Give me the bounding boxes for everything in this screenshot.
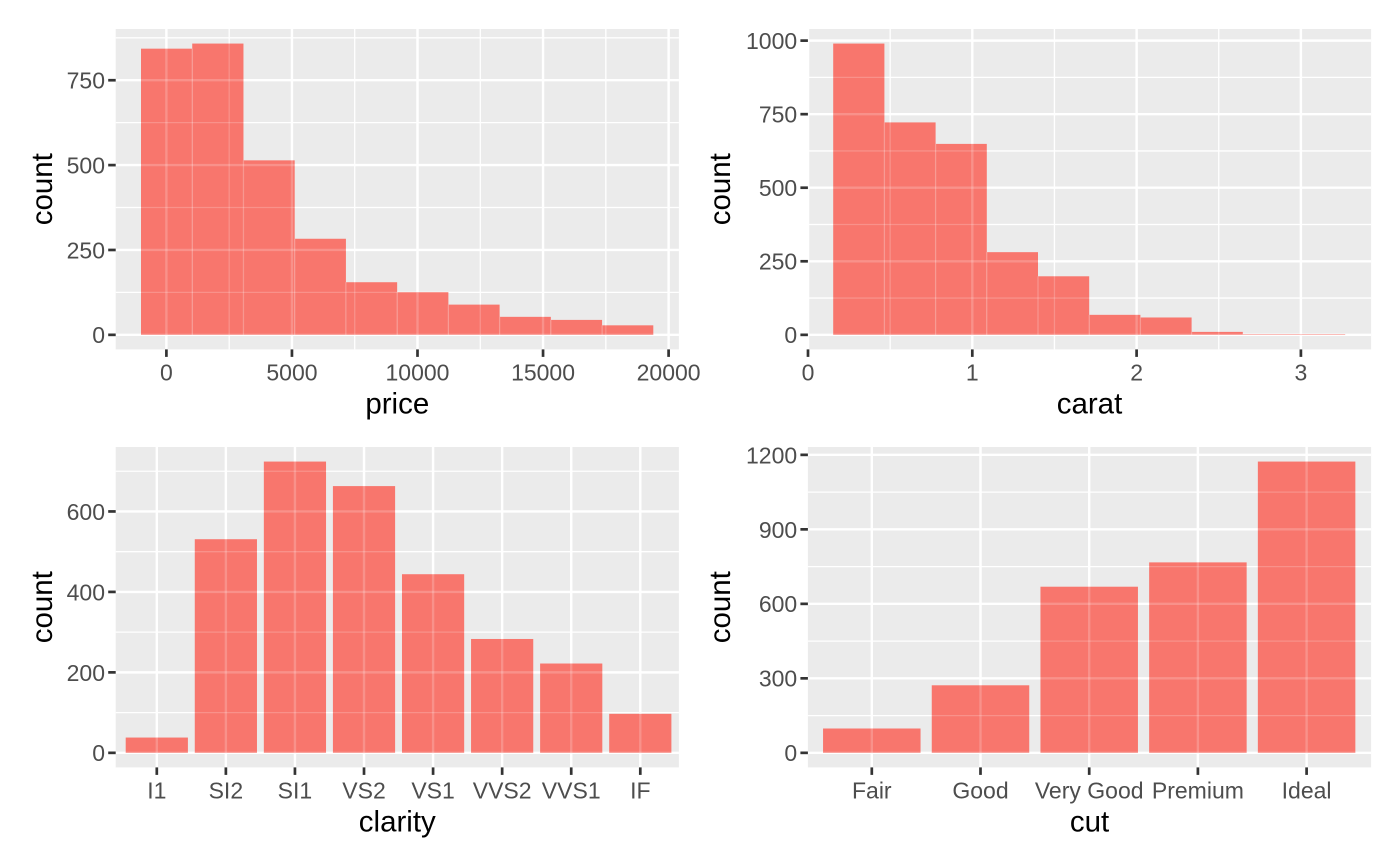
svg-text:VVS1: VVS1 bbox=[542, 778, 601, 804]
svg-text:200: 200 bbox=[67, 660, 105, 686]
svg-text:0: 0 bbox=[784, 740, 797, 766]
svg-text:cut: cut bbox=[1070, 806, 1109, 839]
svg-text:15000: 15000 bbox=[511, 360, 575, 386]
svg-text:SI2: SI2 bbox=[209, 778, 244, 804]
svg-text:250: 250 bbox=[759, 249, 797, 275]
svg-text:Premium: Premium bbox=[1152, 778, 1244, 804]
svg-text:count: count bbox=[704, 153, 737, 225]
svg-text:clarity: clarity bbox=[359, 806, 436, 839]
svg-text:500: 500 bbox=[67, 152, 105, 178]
svg-text:5000: 5000 bbox=[266, 360, 317, 386]
svg-text:0: 0 bbox=[92, 740, 105, 766]
svg-text:VS2: VS2 bbox=[342, 778, 385, 804]
svg-text:0: 0 bbox=[160, 360, 173, 386]
svg-text:1000: 1000 bbox=[746, 28, 797, 54]
svg-text:2: 2 bbox=[1130, 360, 1143, 386]
svg-text:price: price bbox=[365, 388, 429, 421]
svg-text:VS1: VS1 bbox=[411, 778, 454, 804]
svg-text:SI1: SI1 bbox=[278, 778, 313, 804]
svg-text:20000: 20000 bbox=[637, 360, 701, 386]
svg-text:Fair: Fair bbox=[852, 778, 892, 804]
svg-text:VVS2: VVS2 bbox=[473, 778, 532, 804]
svg-text:750: 750 bbox=[759, 102, 797, 128]
svg-text:400: 400 bbox=[67, 579, 105, 605]
svg-text:1: 1 bbox=[966, 360, 979, 386]
svg-text:300: 300 bbox=[759, 666, 797, 692]
svg-text:count: count bbox=[26, 571, 59, 643]
svg-text:500: 500 bbox=[759, 175, 797, 201]
svg-text:0: 0 bbox=[802, 360, 815, 386]
svg-text:0: 0 bbox=[92, 322, 105, 348]
svg-text:750: 750 bbox=[67, 68, 105, 94]
svg-text:carat: carat bbox=[1057, 388, 1123, 421]
svg-text:250: 250 bbox=[67, 237, 105, 263]
svg-text:1200: 1200 bbox=[746, 442, 797, 468]
svg-text:900: 900 bbox=[759, 517, 797, 543]
svg-text:600: 600 bbox=[67, 499, 105, 525]
svg-text:I1: I1 bbox=[147, 778, 166, 804]
svg-text:3: 3 bbox=[1295, 360, 1308, 386]
svg-text:10000: 10000 bbox=[386, 360, 450, 386]
svg-text:Ideal: Ideal bbox=[1282, 778, 1332, 804]
svg-text:Very Good: Very Good bbox=[1035, 778, 1144, 804]
svg-text:Good: Good bbox=[952, 778, 1008, 804]
svg-text:count: count bbox=[704, 571, 737, 643]
svg-text:IF: IF bbox=[630, 778, 650, 804]
svg-text:count: count bbox=[26, 153, 59, 225]
svg-text:600: 600 bbox=[759, 591, 797, 617]
svg-text:0: 0 bbox=[784, 322, 797, 348]
